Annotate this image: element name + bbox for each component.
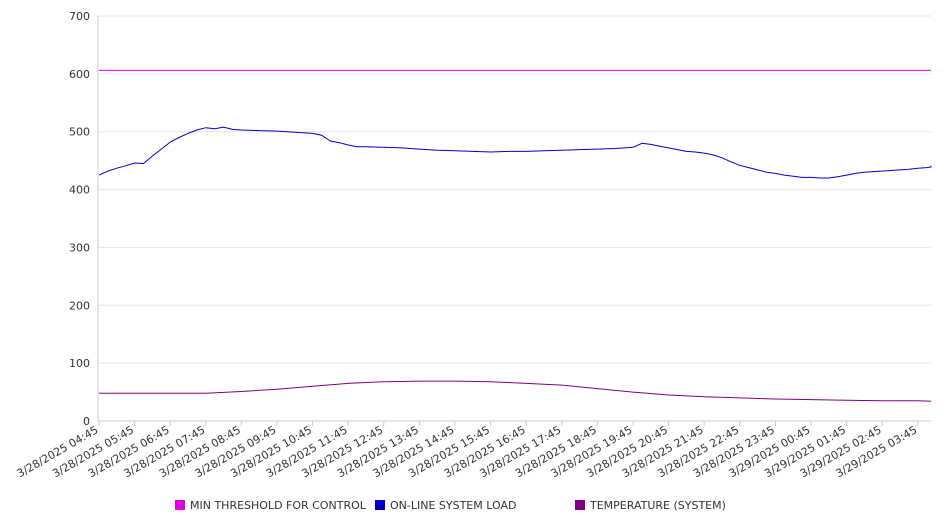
y-tick-label: 700 — [69, 10, 90, 23]
y-tick-label: 300 — [69, 241, 90, 254]
legend-label: MIN THRESHOLD FOR CONTROL — [190, 499, 367, 512]
series-line-2 — [98, 126, 932, 179]
legend-swatch — [175, 500, 185, 510]
legend: MIN THRESHOLD FOR CONTROL ON-LINE SYSTEM … — [175, 499, 726, 512]
gridlines — [98, 15, 931, 422]
y-tick-label: 500 — [69, 126, 90, 139]
y-tick-label: 0 — [83, 415, 90, 428]
legend-label: TEMPERATURE (SYSTEM) — [589, 499, 726, 512]
x-axis: 3/28/2025 04:453/28/2025 05:453/28/2025 … — [15, 420, 931, 480]
y-tick-label: 100 — [69, 357, 90, 370]
series-lines — [98, 69, 932, 402]
legend-swatch — [375, 500, 385, 510]
y-axis: 0 100 200 300 400 500 600 700 — [69, 10, 99, 428]
y-tick-label: 400 — [69, 184, 90, 197]
legend-swatch — [575, 500, 585, 510]
legend-label: ON-LINE SYSTEM LOAD — [390, 499, 516, 512]
y-tick-label: 600 — [69, 68, 90, 81]
y-tick-label: 200 — [69, 299, 90, 312]
series-line-3 — [99, 380, 932, 402]
